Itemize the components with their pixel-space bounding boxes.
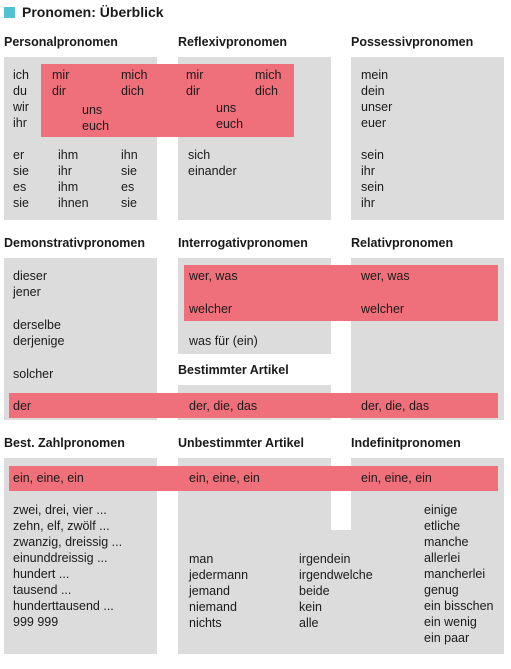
- interrogativ-wer-was: wer, was: [189, 269, 238, 283]
- unbestimmter-artikel-zahl: ein, eine, ein: [13, 471, 84, 485]
- reflexiv-plural: uns euch: [216, 101, 244, 131]
- reflexiv-dative: mir dir: [186, 68, 204, 98]
- header-demonstrativpronomen: Demonstrativpronomen: [4, 236, 145, 250]
- demonstrativ-der: der: [13, 399, 32, 413]
- personal-nominative-3: er sie es sie: [13, 148, 29, 210]
- header-bestimmter-artikel: Bestimmter Artikel: [178, 363, 289, 377]
- relativ-welcher: welcher: [361, 302, 405, 316]
- panel-indefinit-lower: [178, 530, 504, 654]
- panel-possessiv: [351, 57, 504, 220]
- indefinit-col-2: irgendein irgendwelche beide kein alle: [299, 552, 373, 630]
- header-zahlpronomen: Best. Zahlpronomen: [4, 436, 125, 450]
- header-personalpronomen: Personalpronomen: [4, 35, 118, 49]
- indefinit-col-3: einige etliche manche allerlei mancherlei gen…: [424, 503, 494, 645]
- interrogativ-welcher: welcher: [189, 302, 233, 316]
- possessiv-third: sein ihr sein ihr: [361, 148, 384, 210]
- personal-accusative-singular: mich dich: [121, 68, 148, 98]
- header-indefinitpronomen: Indefinitpronomen: [351, 436, 461, 450]
- header-relativpronomen: Relativpronomen: [351, 236, 454, 250]
- personal-accusative-3: ihn sie es sie: [121, 148, 138, 210]
- reflexiv-accusative: mich dich: [255, 68, 282, 98]
- header-unbestimmter-artikel: Unbestimmter Artikel: [178, 436, 304, 450]
- zahlpronomen-list: zwei, drei, vier ... zehn, elf, zwölf ...…: [13, 503, 123, 629]
- reflexiv-third: sich einander: [188, 148, 237, 178]
- bestimmter-artikel-relativ: der, die, das: [361, 399, 430, 413]
- unbestimmter-artikel-indefinit: ein, eine, ein: [361, 471, 432, 485]
- demonstrativ-solcher: solcher: [13, 367, 54, 381]
- possessiv-first-second: mein dein unser euer: [361, 68, 393, 130]
- personal-plural: uns euch: [82, 103, 110, 133]
- header-reflexivpronomen: Reflexivpronomen: [178, 35, 288, 49]
- interrogativ-was-fuer: was für (ein): [189, 334, 258, 348]
- demonstrativ-group-b: derselbe derjenige: [13, 318, 65, 348]
- highlight-unbestimmter-artikel: [9, 466, 498, 491]
- personal-dative-singular: mir dir: [52, 68, 70, 98]
- header-possessivpronomen: Possessivpronomen: [351, 35, 474, 49]
- demonstrativ-group-a: dieser jener: [13, 269, 48, 299]
- highlight-first-second-person: [41, 64, 294, 137]
- bestimmter-artikel-interrogativ: der, die, das: [189, 399, 258, 413]
- personal-nominative-1-2: ich du wir ihr: [13, 68, 29, 130]
- title-marker: [4, 7, 15, 18]
- unbestimmter-artikel-main: ein, eine, ein: [189, 471, 260, 485]
- indefinit-col-1: man jedermann jemand niemand nichts: [189, 552, 249, 630]
- relativ-wer-was: wer, was: [361, 269, 410, 283]
- page-title: Pronomen: Überblick: [22, 4, 164, 20]
- highlight-interrogativ-relativ: [184, 265, 498, 321]
- personal-dative-3: ihm ihr ihm ihnen: [58, 148, 89, 210]
- highlight-bestimmter-artikel: [9, 393, 498, 418]
- header-interrogativpronomen: Interrogativpronomen: [178, 236, 308, 250]
